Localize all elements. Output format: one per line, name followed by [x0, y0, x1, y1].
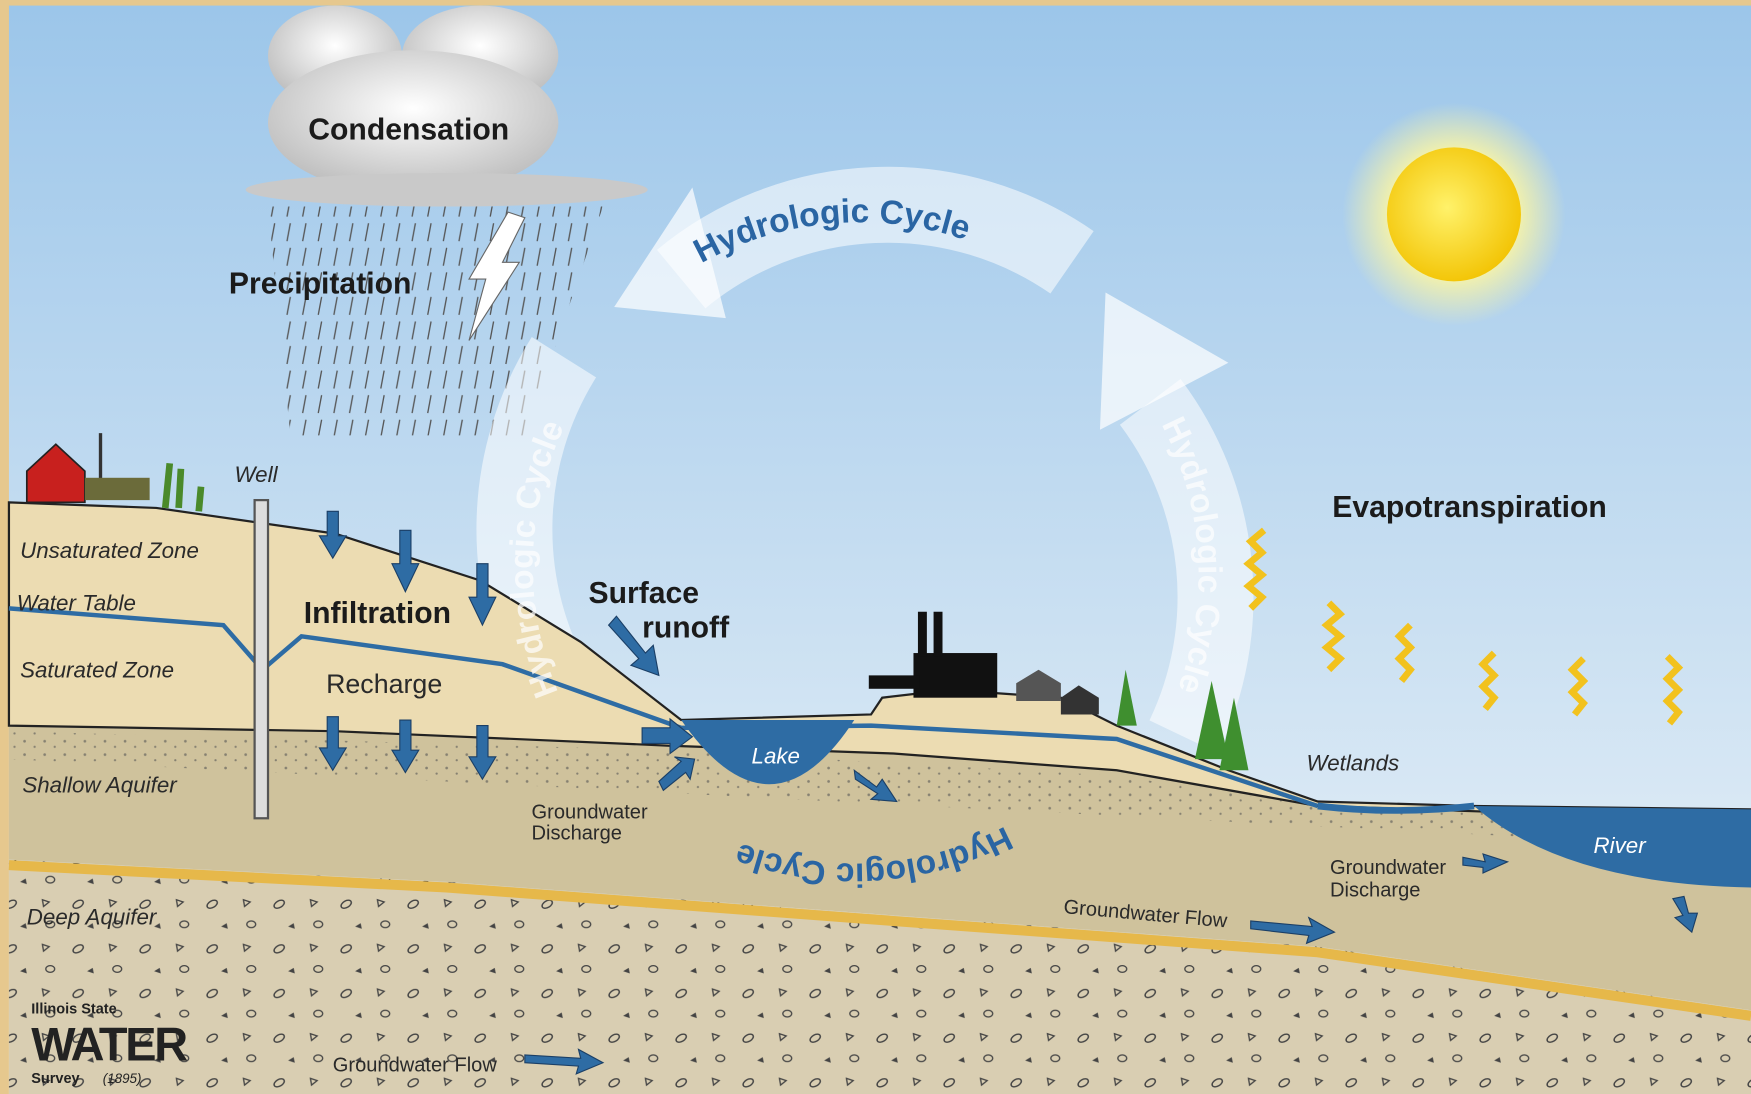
label: Groundwater Flow [333, 1055, 498, 1077]
label: Discharge [532, 822, 622, 844]
label: Groundwater [532, 801, 648, 823]
label: Unsaturated Zone [20, 538, 199, 563]
logo-text: Survey [31, 1071, 79, 1087]
label: Surface [589, 577, 700, 610]
label: River [1594, 833, 1648, 858]
chimney [918, 612, 927, 657]
well [255, 500, 268, 818]
label: Wetlands [1307, 750, 1400, 775]
equipment [85, 478, 150, 500]
label: Well [235, 462, 279, 487]
label: Condensation [308, 114, 509, 147]
label: Water Table [17, 591, 136, 616]
label: Lake [752, 744, 800, 769]
page: Condensation Precipitation Hydrologic Cy… [0, 0, 1751, 1094]
label: Evapotranspiration [1332, 491, 1607, 524]
label: Discharge [1330, 879, 1420, 901]
label: Deep Aquifer [27, 904, 158, 929]
sun [1387, 147, 1521, 281]
hydrologic-cycle-diagram: Condensation Precipitation Hydrologic Cy… [0, 0, 1751, 1094]
logo-text: Illinois State [31, 1002, 116, 1018]
factory-building [913, 653, 997, 698]
label: Groundwater [1330, 857, 1446, 879]
pipe [869, 675, 919, 688]
cloud-base [246, 173, 648, 206]
label: runoff [642, 611, 730, 644]
label: Recharge [326, 669, 442, 699]
chimney [934, 612, 943, 657]
logo-text: WATER [31, 1019, 187, 1071]
label: Shallow Aquifer [22, 773, 178, 798]
label: Infiltration [304, 597, 451, 630]
label: Precipitation [229, 268, 412, 301]
label: Saturated Zone [20, 658, 174, 683]
logo-text: (1895) [103, 1071, 142, 1086]
